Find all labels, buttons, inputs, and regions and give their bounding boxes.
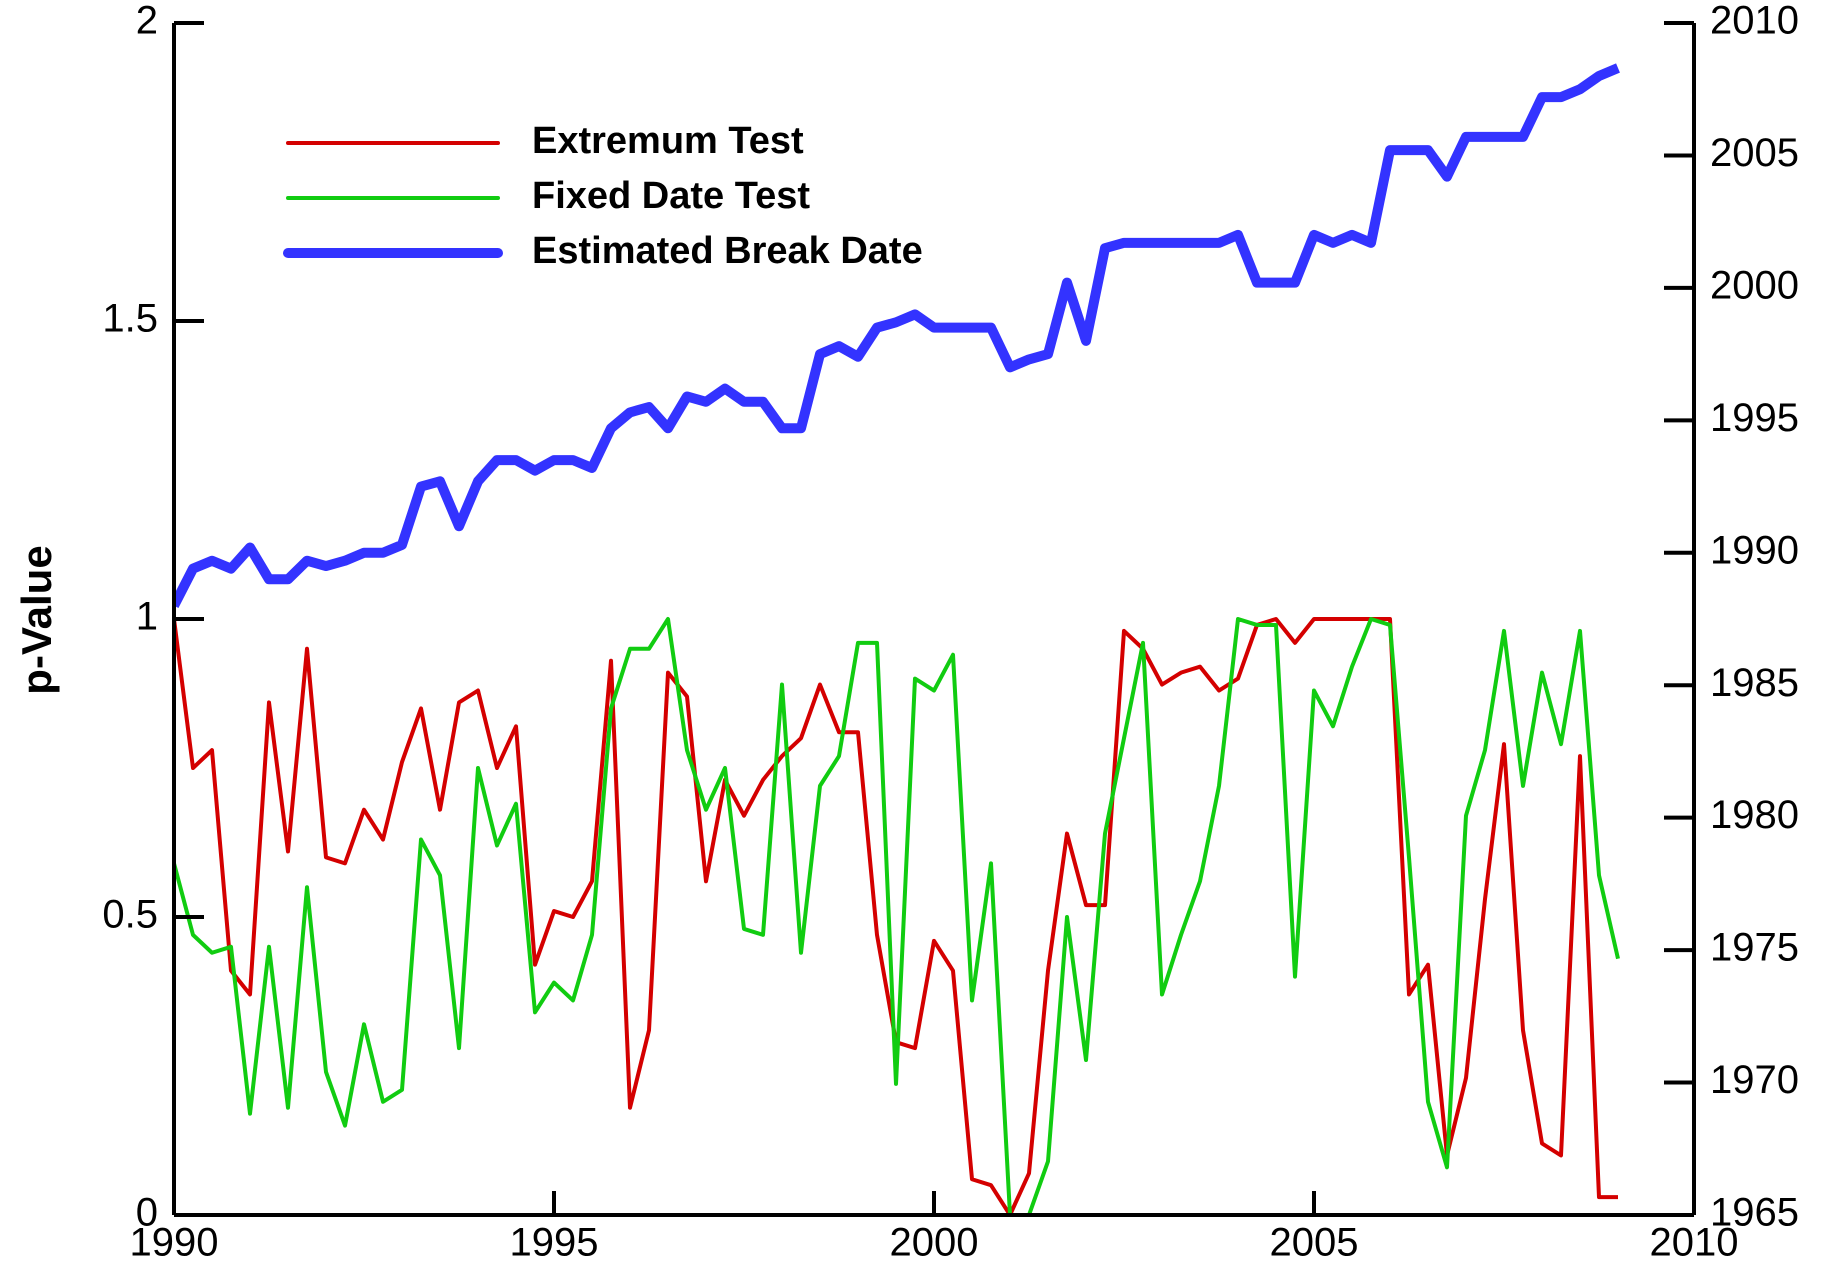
y-tick-label: 0.5 — [102, 893, 158, 937]
legend-label: Fixed Date Test — [532, 175, 810, 217]
y2-tick-label: 1975 — [1710, 926, 1799, 970]
y2-tick-label: 1980 — [1710, 793, 1799, 837]
y2-tick-label: 1985 — [1710, 661, 1799, 705]
y-tick-label: 1.5 — [102, 297, 158, 341]
x-tick-label: 2010 — [1650, 1221, 1739, 1262]
y-tick-label: 1 — [136, 595, 158, 639]
series-line — [174, 63, 1620, 609]
y-axis-label: p-Value — [13, 545, 60, 694]
x-tick-label: 1995 — [510, 1221, 599, 1262]
y2-tick-label: 2010 — [1710, 0, 1799, 43]
y2-tick-label: 2000 — [1710, 263, 1799, 307]
y2-tick-label: 1965 — [1710, 1191, 1799, 1235]
y2-tick-label: 1990 — [1710, 528, 1799, 572]
y-tick-label: 2 — [136, 0, 158, 43]
series-line — [174, 617, 1618, 1215]
x-tick-label: 2005 — [1270, 1221, 1359, 1262]
y2-tick-label: 1995 — [1710, 396, 1799, 440]
x-tick-label: 1990 — [130, 1221, 219, 1262]
y-tick-label: 0 — [136, 1191, 158, 1235]
legend-label: Extremum Test — [532, 120, 804, 162]
series-line — [174, 617, 1620, 1215]
legend-label: Estimated Break Date — [532, 230, 923, 272]
x-tick-label: 2000 — [890, 1221, 979, 1262]
y2-tick-label: 2005 — [1710, 131, 1799, 175]
y2-tick-label: 1970 — [1710, 1058, 1799, 1102]
